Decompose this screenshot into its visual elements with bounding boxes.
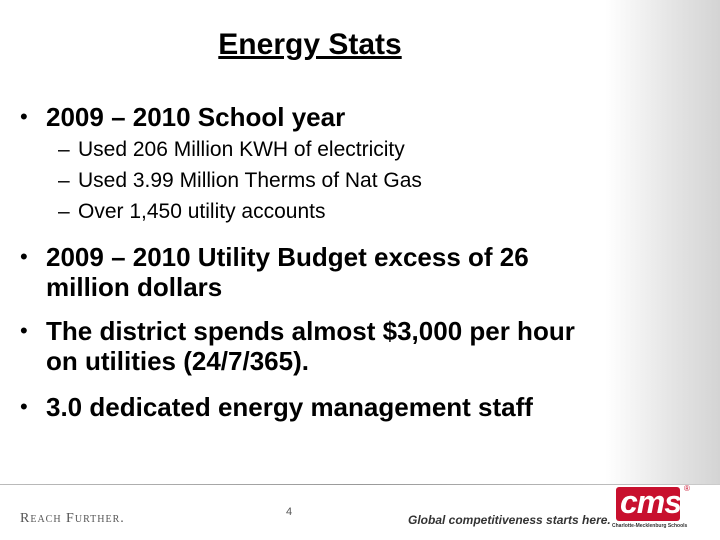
sub-bullet: Over 1,450 utility accounts (78, 200, 326, 223)
bullet-glyph: • (20, 104, 28, 129)
logo-box (616, 487, 680, 521)
bullet-glyph: • (20, 394, 28, 419)
dash: – (58, 169, 70, 192)
dash: – (58, 138, 70, 161)
logo-subtitle: Charlotte-Mecklenburg Schools (612, 523, 688, 529)
bullet: 3.0 dedicated energy management staff (46, 392, 533, 422)
registered-mark: ® (684, 484, 690, 493)
sub-bullet: Used 206 Million KWH of electricity (78, 138, 405, 161)
footer-rule (0, 484, 720, 485)
bullet: 2009 – 2010 School year (46, 102, 346, 132)
tagline: Global competitiveness starts here. (408, 513, 611, 527)
logo: cms (620, 484, 682, 520)
title: Energy Stats (218, 28, 402, 61)
side-strip (605, 0, 720, 485)
page-number: 4 (286, 506, 293, 518)
sub-bullet: Used 3.99 Million Therms of Nat Gas (78, 169, 422, 192)
bullet: The district spends almost $3,000 per ho… (46, 316, 575, 376)
motto: Reach Further. (20, 511, 125, 526)
bullet-glyph: • (20, 244, 28, 269)
bullet: 2009 – 2010 Utility Budget excess of 26 … (46, 242, 529, 302)
bullet-glyph: • (20, 318, 28, 343)
dash: – (58, 200, 70, 223)
